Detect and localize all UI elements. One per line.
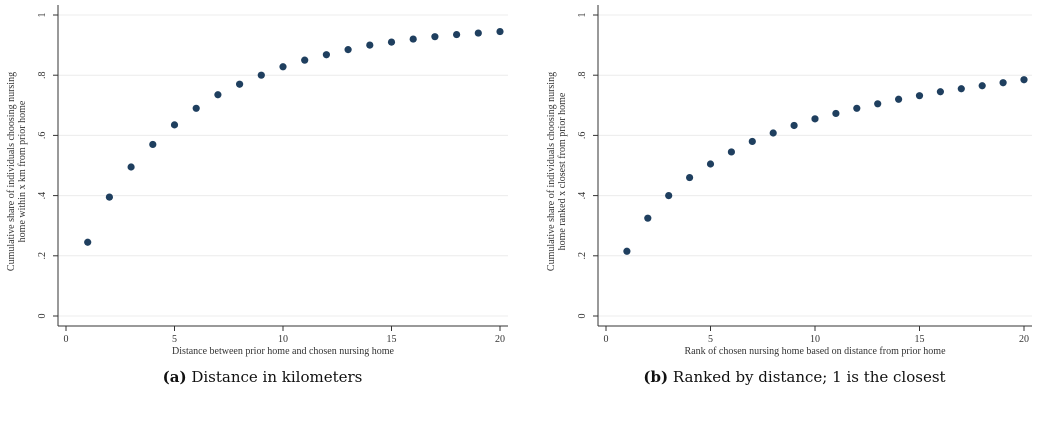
- x-tick-label-a-0: 0: [64, 334, 69, 345]
- y-axis-title-a-line-0: Cumulative share of individuals choosing…: [6, 72, 17, 271]
- y-axis-title-a-line-1: home within x km from prior home: [17, 100, 28, 242]
- caption-b-label: (b): [643, 368, 669, 386]
- data-point-a-14: [387, 38, 396, 46]
- data-point-b-13: [895, 95, 903, 103]
- data-point-b-1: [644, 214, 652, 222]
- y-tick-label-b-5: 1: [577, 13, 588, 18]
- y-tick-label-a-2: .4: [37, 192, 48, 200]
- data-point-a-1: [105, 193, 113, 201]
- y-axis-title-b-line-0: Cumulative share of individuals choosing…: [546, 72, 557, 271]
- data-point-a-18: [474, 29, 482, 37]
- data-point-a-19: [496, 27, 504, 36]
- y-tick-label-b-4: .8: [577, 71, 588, 79]
- y-tick-label-b-3: .6: [577, 132, 588, 140]
- y-tick-label-b-0: 0: [577, 314, 588, 319]
- data-point-b-4: [706, 160, 715, 168]
- data-point-b-8: [790, 121, 798, 130]
- data-point-a-13: [366, 41, 374, 49]
- caption-a-text: Distance in kilometers: [186, 368, 363, 386]
- data-point-a-17: [453, 30, 461, 39]
- x-tick-label-b-1: 5: [708, 334, 713, 345]
- data-point-b-15: [936, 88, 944, 96]
- caption-a: (a) Distance in kilometers: [0, 368, 525, 386]
- data-point-b-11: [853, 104, 861, 112]
- data-point-a-8: [257, 71, 265, 79]
- x-axis-title-a: Distance between prior home and chosen n…: [172, 346, 394, 357]
- data-point-b-0: [623, 247, 631, 255]
- data-point-a-4: [170, 121, 179, 129]
- caption-b-text: Ranked by distance; 1 is the closest: [668, 368, 946, 386]
- data-point-b-18: [999, 79, 1007, 87]
- caption-a-label: (a): [162, 368, 187, 386]
- data-point-a-6: [214, 91, 222, 99]
- x-tick-label-a-3: 15: [387, 334, 397, 345]
- data-point-b-9: [811, 115, 819, 123]
- panel-b: 0.2.4.6.8 1 0 5 10 15 20 Rank of chosen nursing…: [540, 0, 1049, 423]
- y-tick-label-a-0: 0: [37, 314, 48, 319]
- data-point-a-15: [409, 35, 417, 43]
- y-tick-label-a-4: .8: [37, 71, 48, 79]
- data-point-a-5: [192, 104, 200, 112]
- x-tick-label-b-3: 15: [915, 334, 925, 345]
- x-tick-label-b-4: 20: [1019, 334, 1029, 345]
- data-point-a-11: [322, 51, 330, 59]
- data-point-a-7: [236, 80, 244, 88]
- y-tick-label-b-1: .2: [577, 252, 588, 259]
- data-point-a-9: [279, 63, 287, 71]
- data-point-b-7: [769, 129, 777, 137]
- x-tick-label-b-2: 10: [810, 334, 820, 345]
- data-point-b-16: [957, 85, 965, 93]
- panel-a: 0.2.4.6.8 1 0 5 10 15 20 Distance between prior…: [0, 5, 525, 386]
- data-point-b-14: [915, 92, 924, 100]
- y-tick-label-a-3: .6: [37, 132, 48, 140]
- data-point-a-12: [344, 46, 352, 54]
- x-tick-label-a-4: 20: [495, 334, 505, 345]
- data-point-b-2: [665, 192, 673, 200]
- data-point-b-6: [748, 137, 756, 146]
- data-point-a-0: [84, 238, 92, 246]
- data-point-b-12: [874, 100, 882, 108]
- data-point-a-3: [149, 140, 157, 149]
- y-tick-label-a-5: 1: [37, 13, 48, 18]
- y-tick-label-b-2: .4: [577, 192, 588, 200]
- y-tick-label-a-1: .2: [37, 252, 48, 259]
- x-tick-label-b-0: 0: [604, 334, 609, 345]
- caption-b: (b) Ranked by distance; 1 is the closest: [540, 368, 1049, 386]
- data-point-a-10: [301, 56, 309, 64]
- data-point-b-3: [686, 173, 694, 182]
- y-axis-title-b-line-1: home ranked x closest from prior home: [557, 92, 568, 250]
- x-tick-label-a-1: 5: [172, 334, 177, 345]
- data-point-b-19: [1020, 76, 1028, 84]
- data-point-a-2: [127, 163, 135, 171]
- data-point-b-17: [978, 82, 986, 90]
- x-tick-label-a-2: 10: [278, 334, 288, 345]
- x-axis-title-b: Rank of chosen nursing home based on dis…: [684, 346, 946, 357]
- data-point-b-10: [832, 109, 840, 118]
- data-point-b-5: [727, 148, 735, 156]
- data-point-a-16: [431, 33, 439, 41]
